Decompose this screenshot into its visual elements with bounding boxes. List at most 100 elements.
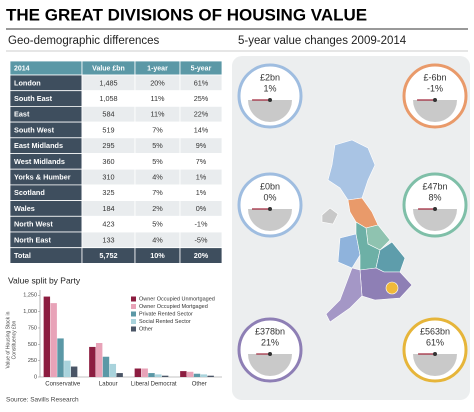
- bar: [64, 360, 71, 377]
- cell-text: 9%: [196, 141, 207, 150]
- cell-text: Yorks & Humber: [14, 172, 71, 181]
- y-tick-label: 1,250: [23, 293, 37, 299]
- bar: [180, 371, 187, 377]
- gauge-dial: [248, 209, 292, 231]
- cell-text: 184: [102, 204, 114, 213]
- y-axis-label: Constituency £bn: [11, 320, 17, 359]
- cell-text: 25%: [194, 94, 209, 103]
- x-tick-label: Liberal Democrat: [131, 382, 177, 388]
- bar: [50, 303, 57, 377]
- gauge-value: £378bn: [255, 326, 285, 336]
- header-text: 1-year: [147, 65, 168, 72]
- y-tick-label: 0: [34, 374, 37, 380]
- bar: [200, 374, 208, 377]
- gauge-hub: [433, 207, 437, 211]
- legend-swatch: [131, 319, 136, 324]
- cell-text: 310: [102, 172, 114, 181]
- region: [385, 281, 399, 295]
- gauge-dial: [248, 100, 292, 122]
- bar: [102, 356, 110, 377]
- gauge-hub: [433, 352, 437, 356]
- region: [325, 267, 363, 323]
- legend-label: Other: [139, 326, 153, 332]
- gauge-hub: [268, 98, 272, 102]
- bar: [70, 366, 78, 377]
- cell-text: South West: [14, 125, 55, 134]
- bar: [186, 371, 194, 377]
- x-tick-label: Other: [192, 382, 207, 388]
- cell-text: South East: [14, 94, 53, 103]
- gauge-change: 0%: [263, 192, 276, 202]
- bar: [134, 368, 142, 377]
- title: THE GREAT DIVISIONS OF HOUSING VALUE: [6, 5, 367, 24]
- cell-text: 423: [102, 220, 114, 229]
- gauge-value: £563bn: [420, 326, 450, 336]
- cell-text: 360: [102, 157, 114, 166]
- region: [337, 233, 361, 269]
- cell-text: 7%: [152, 125, 163, 134]
- header-text: Value £bn: [92, 65, 125, 72]
- cell-text: 5%: [152, 220, 163, 229]
- bar: [109, 363, 117, 377]
- bar: [43, 296, 51, 377]
- cell-text: 133: [102, 235, 114, 244]
- cell-text: 1,485: [99, 78, 117, 87]
- legend-swatch: [131, 296, 136, 302]
- y-tick-label: 250: [28, 358, 37, 364]
- cell-text: East: [14, 110, 30, 119]
- subtitle: 5-year value changes 2009-2014: [238, 35, 407, 47]
- cell-text: 1%: [196, 172, 207, 181]
- cell-text: 5%: [152, 141, 163, 150]
- bar: [89, 346, 96, 377]
- cell-text: 584: [102, 110, 114, 119]
- region: [359, 267, 413, 301]
- cell-text: West Midlands: [14, 157, 65, 166]
- cell-text: 20%: [194, 251, 209, 260]
- bar: [161, 375, 169, 377]
- bar: [207, 375, 214, 377]
- cell-text: -1%: [195, 220, 208, 229]
- gauge-change: -1%: [427, 83, 443, 93]
- bar: [57, 338, 64, 377]
- legend-label: Private Rented Sector: [139, 311, 193, 317]
- legend-swatch: [131, 326, 136, 332]
- gauge-dial: [413, 354, 457, 376]
- gauge-value: £47bn: [422, 181, 447, 191]
- cell-text: 4%: [152, 172, 163, 181]
- map-panel: [232, 56, 470, 400]
- x-tick-label: Conservative: [45, 382, 81, 388]
- cell: [179, 247, 223, 264]
- cell-text: East Midlands: [14, 141, 63, 150]
- gauge-dial: [413, 209, 457, 231]
- bar: [116, 373, 123, 377]
- cell-text: 7%: [152, 188, 163, 197]
- gauge-value: £-6bn: [423, 72, 446, 82]
- gauge-change: 61%: [426, 337, 444, 347]
- legend-swatch: [131, 304, 136, 309]
- bar: [193, 373, 201, 377]
- cell-text: 325: [102, 188, 114, 197]
- cell-text: 14%: [194, 125, 209, 134]
- cell-text: 295: [102, 141, 114, 150]
- cell-text: Scotland: [14, 188, 45, 197]
- cell-text: 10%: [150, 251, 165, 260]
- cell-text: 5,752: [99, 251, 117, 260]
- cell-text: North East: [14, 235, 51, 244]
- region: [321, 207, 339, 225]
- legend-swatch: [131, 311, 136, 317]
- y-tick-label: 1,000: [23, 309, 37, 315]
- gauge-change: 21%: [261, 337, 279, 347]
- gauge-value: £0bn: [260, 181, 280, 191]
- y-tick-label: 500: [28, 342, 37, 348]
- gauge-hub: [433, 98, 437, 102]
- bar: [95, 343, 103, 377]
- cell-text: Wales: [14, 204, 35, 213]
- cell-text: -5%: [195, 235, 208, 244]
- cell-text: 11%: [150, 94, 165, 103]
- y-axis-label: Value of Housing Stock in: [5, 311, 11, 368]
- cell-text: 22%: [194, 110, 209, 119]
- cell-text: London: [14, 78, 41, 87]
- cell-text: Total: [14, 251, 31, 260]
- legend-label: Owner Occupied Unmortgaged: [139, 296, 215, 302]
